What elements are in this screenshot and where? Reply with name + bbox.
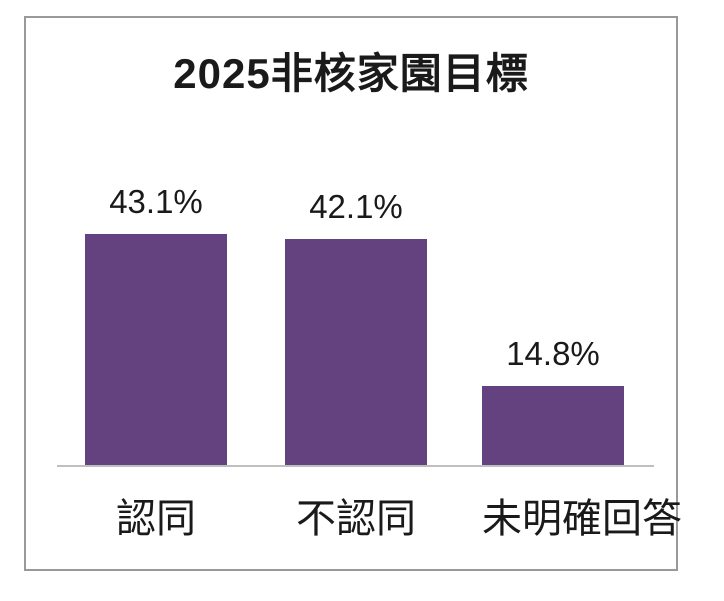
plot-area: 43.1% 42.1% 14.8% [57, 18, 654, 467]
bar [85, 234, 227, 465]
bar-group-no-answer: 14.8% [482, 334, 624, 465]
data-label: 42.1% [309, 187, 403, 225]
bar [482, 386, 624, 465]
chart-title: 2025非核家園目標 [173, 50, 529, 97]
category-label: 認同 [116, 497, 196, 541]
category-label: 不認同 [296, 497, 416, 541]
bar-group-agree: 43.1% [85, 182, 227, 465]
category-label: 未明確回答 [482, 497, 682, 541]
data-label: 43.1% [109, 182, 203, 220]
chart-frame: 2025非核家園目標 43.1% 42.1% 14.8% 認同 不認同 未明確回… [24, 16, 682, 571]
data-label: 14.8% [506, 334, 600, 372]
bar [285, 239, 427, 465]
bar-group-disagree: 42.1% [285, 187, 427, 465]
x-axis-line [57, 465, 654, 467]
